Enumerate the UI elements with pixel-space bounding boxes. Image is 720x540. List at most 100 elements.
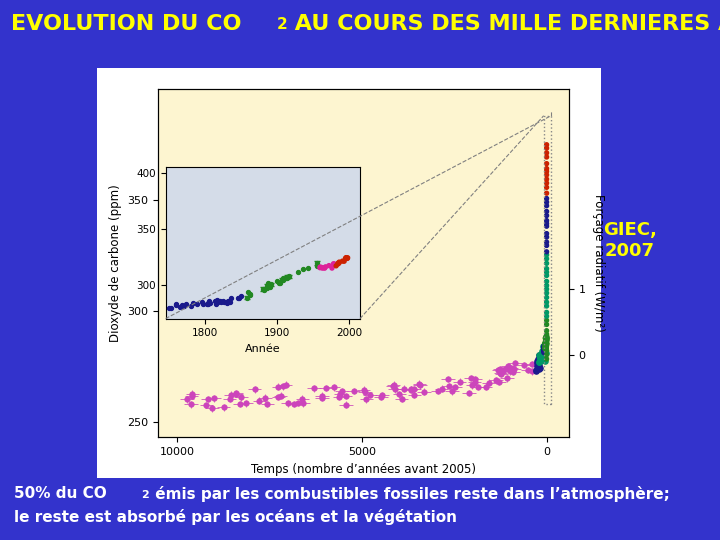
Point [538,343,549,352]
Point [538,353,549,361]
Point [541,259,552,268]
Point [261,282,273,291]
Point [472,383,484,391]
Point [541,230,552,238]
Point [314,264,325,272]
Point [538,349,549,358]
Point [539,343,551,352]
Point [209,296,220,305]
Point [170,299,181,308]
Point [518,361,530,369]
Point [375,393,387,401]
Point [541,289,552,298]
Point [541,153,552,161]
Point [541,265,552,273]
Point [432,387,444,395]
Point [197,299,208,308]
Point [541,251,552,259]
Point [539,344,551,353]
Point [278,275,289,284]
Point [224,395,235,403]
Point [541,175,552,184]
Point [394,390,405,399]
Point [463,388,474,397]
Point [232,294,243,302]
Point [235,292,247,300]
Point [316,392,328,400]
Point [274,279,285,287]
Point [210,299,221,308]
Point [541,271,552,280]
Point [538,347,549,356]
Point [281,274,292,283]
Point [469,375,481,383]
Point [541,333,552,341]
Text: AU COURS DES MILLE DERNIERES ANNEES: AU COURS DES MILLE DERNIERES ANNEES [287,14,720,33]
Point [235,393,247,402]
Point [541,219,552,228]
Point [341,253,352,262]
Point [541,164,552,173]
Point [534,350,545,359]
Point [541,302,552,310]
Point [539,341,551,349]
Point [163,304,175,313]
Point [253,396,265,405]
Point [541,241,552,250]
Point [540,342,552,351]
Point [326,264,338,272]
Point [328,383,340,392]
Point [541,222,552,231]
Point [538,351,549,360]
Point [539,347,550,355]
Point [436,384,447,393]
Point [539,346,550,355]
Point [273,393,284,401]
Point [364,391,376,400]
Text: 2: 2 [141,490,149,500]
Point [540,339,552,347]
Point [271,277,283,286]
Point [539,347,550,355]
Point [467,381,478,389]
Point [539,345,551,354]
Point [541,320,552,329]
Point [297,264,309,273]
Text: 50% du CO: 50% du CO [14,486,107,501]
Point [539,343,551,352]
Point [320,384,332,393]
Point [535,353,546,361]
Point [533,364,544,373]
Text: EVOLUTION DU CO: EVOLUTION DU CO [11,14,241,33]
Point [541,238,552,246]
Point [323,261,335,270]
Point [533,355,544,364]
Point [197,298,208,307]
Point [540,342,552,351]
Text: émis par les combustibles fossiles reste dans l’atmosphère;: émis par les combustibles fossiles reste… [150,486,670,502]
Point [502,364,513,373]
Point [208,394,220,403]
Point [220,298,232,306]
Point [261,283,273,292]
Point [541,308,552,316]
Point [186,301,197,310]
Point [297,394,308,403]
Point [541,207,552,216]
Point [282,273,294,282]
X-axis label: Année: Année [245,344,281,354]
Point [316,263,328,272]
Point [282,273,294,281]
Point [275,392,287,400]
Point [217,296,229,305]
Point [165,303,176,312]
Point [204,298,216,307]
Point [495,370,507,379]
Point [536,350,548,359]
Text: GIEC,
2007: GIEC, 2007 [603,221,657,260]
Point [537,353,549,361]
Point [538,349,549,357]
Point [240,399,252,408]
Point [500,364,511,373]
Point [508,368,519,376]
